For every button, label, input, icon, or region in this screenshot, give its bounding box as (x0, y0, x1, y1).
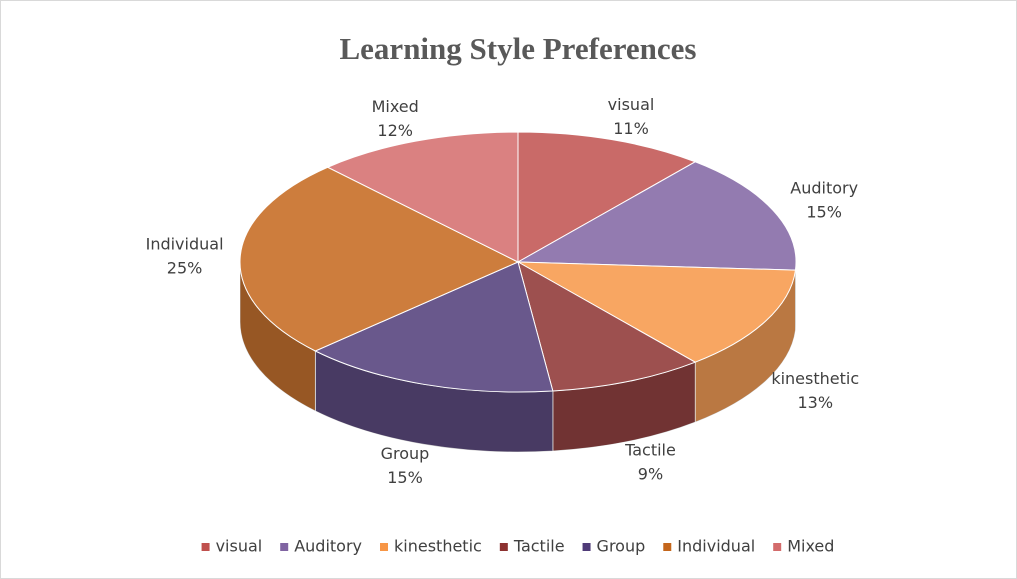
data-label-value: 15% (806, 203, 842, 222)
data-label-value: 13% (797, 393, 833, 412)
data-label-name: Individual (146, 235, 224, 254)
data-label-value: 11% (613, 119, 649, 138)
data-label-value: 9% (638, 464, 663, 483)
legend-label: Group (597, 537, 646, 556)
legend-swatch (201, 543, 210, 551)
slice (239, 166, 520, 352)
legend-label: Individual (677, 537, 755, 556)
slice (516, 161, 797, 271)
slice-side-shade (315, 350, 553, 452)
slice-side-shade (695, 270, 796, 423)
data-label-name: visual (608, 95, 655, 114)
data-label-name: Tactile (624, 440, 676, 459)
legend-label: Auditory (294, 537, 362, 556)
slice (517, 261, 797, 363)
legend-swatch (663, 543, 672, 551)
data-label-value: 25% (167, 259, 203, 278)
legend-swatch (582, 543, 591, 551)
data-label-value: 15% (387, 468, 423, 487)
slice (517, 260, 697, 392)
legend-label: kinesthetic (394, 537, 482, 556)
legend: visual Auditory kinesthetic Tactile Group Ind… (201, 537, 834, 556)
legend-swatch (773, 543, 782, 551)
data-label-name: Mixed (372, 97, 419, 116)
legend-label: Tactile (513, 537, 565, 556)
data-label-name: Group (381, 444, 430, 463)
data-label-name: Auditory (790, 179, 858, 198)
legend-swatch (280, 543, 289, 551)
slice (314, 261, 554, 393)
legend-swatch (499, 543, 508, 551)
slice-side-shade (240, 262, 316, 411)
slice (517, 131, 697, 263)
legend-label: Mixed (787, 537, 834, 556)
slice (326, 131, 519, 263)
chart-title: Learning Style Preferences (340, 31, 697, 66)
slice-side-shade (552, 362, 696, 451)
data-label-name: kinesthetic (771, 369, 859, 388)
legend-swatch (380, 543, 389, 551)
data-label-value: 12% (377, 121, 413, 140)
legend-label: visual (216, 537, 263, 556)
